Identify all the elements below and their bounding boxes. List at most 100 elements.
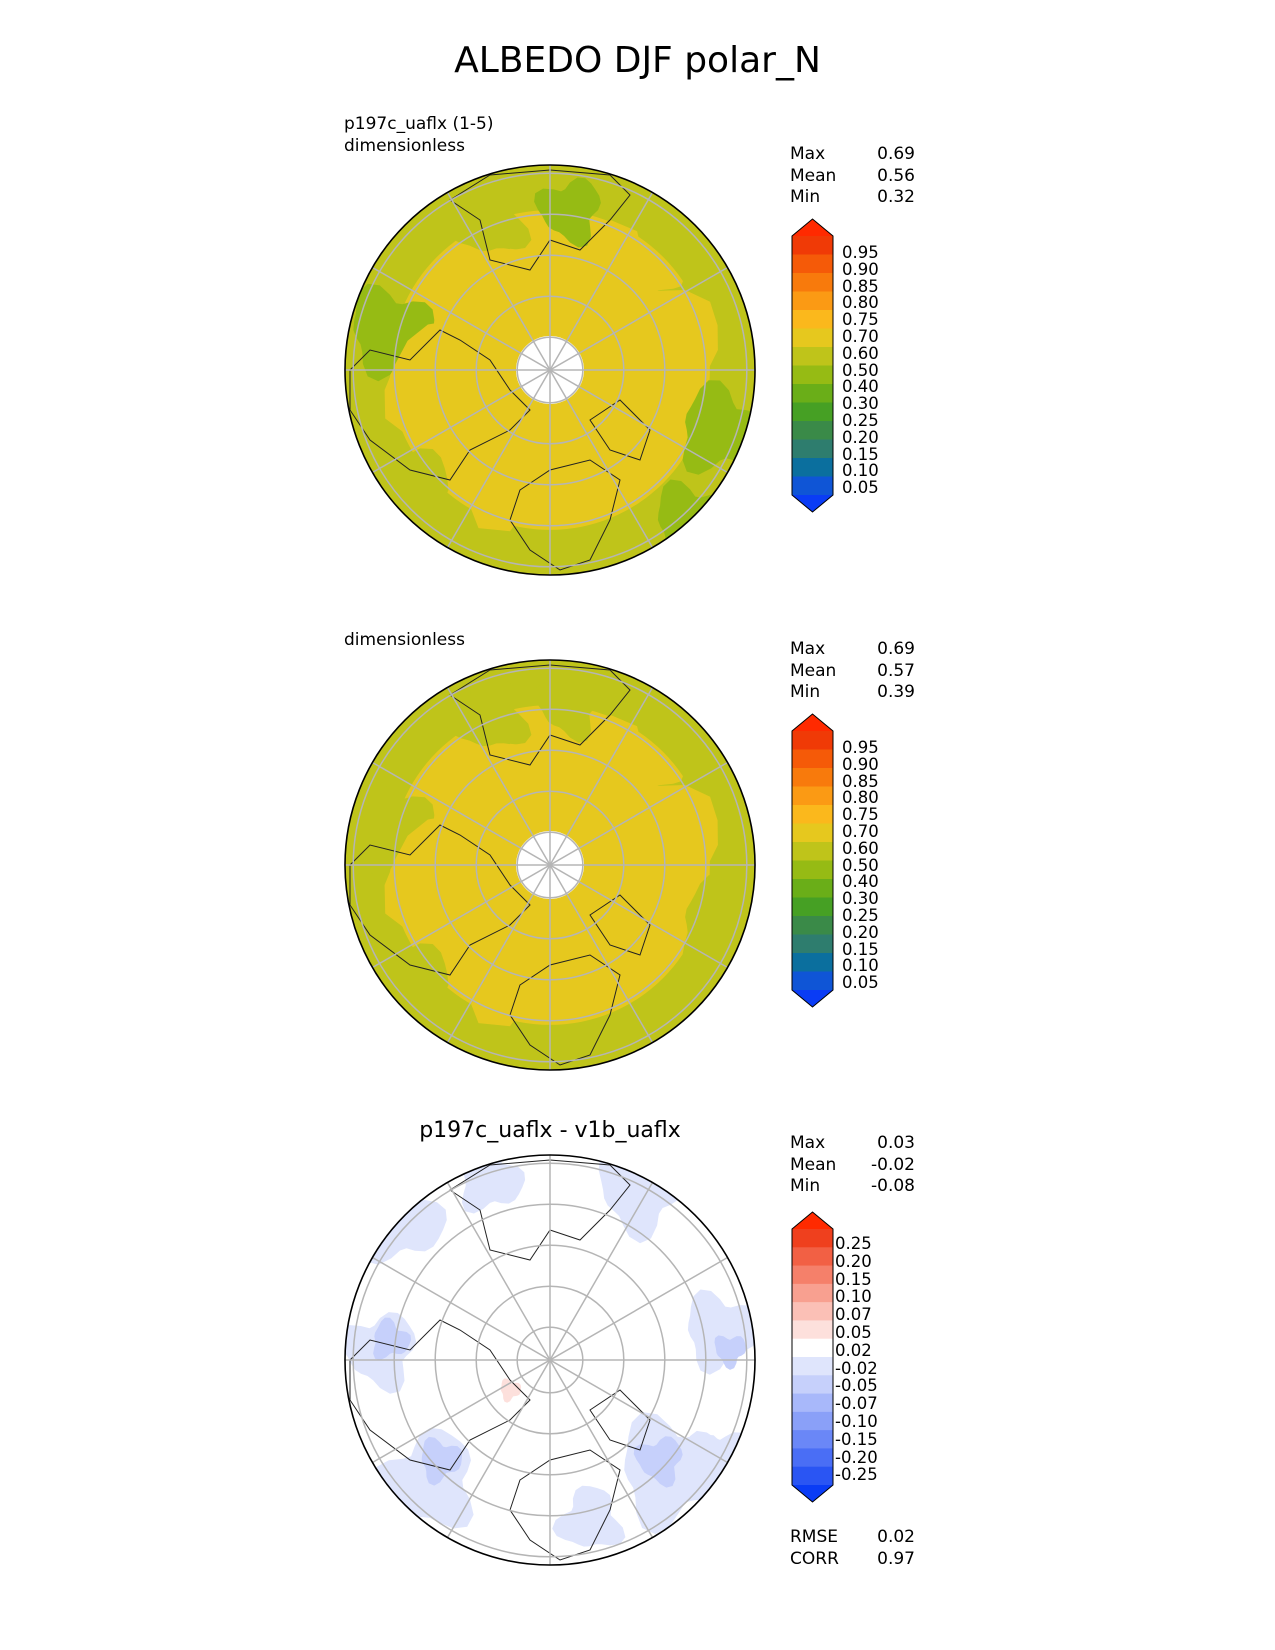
tick-label: 0.60 bbox=[842, 343, 879, 363]
coastline bbox=[349, 1159, 651, 1561]
colorbar-outline bbox=[791, 713, 834, 1008]
tick-label: 0.40 bbox=[842, 377, 879, 397]
panel-3-metrics: RMSE 0.02 CORR 0.97 bbox=[790, 1527, 915, 1570]
map-border bbox=[344, 1154, 756, 1566]
panel-3-title: p197c_uaflx - v1b_uaflx bbox=[419, 1118, 681, 1143]
tick-label: -0.20 bbox=[835, 1447, 878, 1467]
colorbar-swatch bbox=[792, 1229, 833, 1248]
colorbar-swatch bbox=[792, 291, 833, 311]
tick-label: 0.10 bbox=[842, 461, 879, 481]
colorbar-swatch bbox=[792, 310, 833, 329]
tick-label: 0.75 bbox=[842, 310, 879, 330]
tick-label: 0.20 bbox=[842, 427, 879, 447]
tick-label: -0.15 bbox=[835, 1429, 878, 1449]
colorbar-swatch bbox=[792, 934, 833, 954]
colorbar-extend-max bbox=[792, 1212, 833, 1229]
colorbar-swatch bbox=[792, 1265, 833, 1285]
colorbar-swatch bbox=[792, 1283, 833, 1303]
coastline bbox=[349, 664, 651, 1066]
colorbar-swatch bbox=[792, 365, 833, 385]
colorbar-swatch bbox=[792, 384, 833, 403]
tick-label: 0.20 bbox=[835, 1251, 872, 1271]
colorbar-swatch bbox=[792, 749, 833, 769]
map-region bbox=[534, 672, 601, 743]
colorbar-swatch bbox=[792, 1411, 833, 1431]
metric-rmse: RMSE 0.02 bbox=[790, 1527, 915, 1547]
tick-label: 0.70 bbox=[842, 326, 879, 346]
colorbar-swatch bbox=[792, 1393, 833, 1413]
map-region-negative bbox=[373, 1317, 412, 1361]
tick-label: 0.10 bbox=[835, 1287, 872, 1307]
colorbar-outline bbox=[791, 218, 834, 513]
colorbar-extend-min bbox=[792, 1485, 833, 1502]
colorbar-outline bbox=[791, 1211, 834, 1503]
map-region bbox=[503, 714, 718, 964]
metric-corr: CORR 0.97 bbox=[790, 1548, 915, 1569]
tick-label: 0.15 bbox=[842, 444, 879, 464]
longitude-gridline bbox=[446, 192, 654, 548]
colorbar-swatch bbox=[792, 1357, 833, 1376]
panel-2-label-units: dimensionless bbox=[344, 630, 465, 650]
map-region bbox=[534, 177, 601, 248]
tick-label: 0.95 bbox=[842, 738, 879, 757]
colorbar-swatch bbox=[792, 768, 833, 787]
colorbar-swatch bbox=[792, 347, 833, 366]
colorbar-swatch bbox=[792, 1375, 833, 1395]
stat-mean: Mean 0.57 bbox=[790, 660, 915, 681]
map-region bbox=[353, 283, 435, 382]
tick-label: 0.85 bbox=[842, 276, 879, 296]
map-region-negative bbox=[552, 1485, 626, 1547]
tick-label: 0.40 bbox=[842, 872, 879, 892]
colorbar-swatch bbox=[792, 879, 833, 898]
colorbar-swatch bbox=[792, 1302, 833, 1321]
polar-map-3 bbox=[345, 1155, 755, 1565]
panel-1-stats: Max 0.69 Mean 0.56 Min 0.32 bbox=[790, 144, 915, 209]
map-region-negative bbox=[714, 1335, 747, 1370]
colorbar-swatch bbox=[792, 897, 833, 917]
panel-1-colorbar-ticks: 0.95 0.90 0.85 0.80 0.75 0.70 0.60 0.50 … bbox=[842, 243, 879, 498]
longitude-gridline bbox=[446, 1182, 654, 1538]
tick-label: 0.95 bbox=[842, 243, 879, 262]
tick-label: 0.75 bbox=[842, 805, 879, 825]
tick-label: 0.20 bbox=[842, 922, 879, 942]
colorbar-swatch bbox=[792, 402, 833, 422]
panel-3-stats: Max 0.03 Mean -0.02 Min -0.08 bbox=[790, 1133, 915, 1198]
tick-label: -0.02 bbox=[835, 1358, 878, 1378]
map-region bbox=[445, 180, 532, 252]
colorbar-extend-min bbox=[792, 990, 833, 1007]
colorbar-swatch bbox=[792, 823, 833, 843]
tick-label: 0.85 bbox=[842, 771, 879, 791]
colorbar-swatch bbox=[792, 916, 833, 935]
colorbar-swatch bbox=[792, 786, 833, 806]
colorbar-swatch bbox=[792, 953, 833, 972]
stat-mean: Mean -0.02 bbox=[790, 1154, 915, 1175]
tick-label: -0.07 bbox=[835, 1394, 878, 1414]
map-border bbox=[344, 164, 756, 576]
colorbar-swatch bbox=[792, 1247, 833, 1267]
stat-min: Min 0.39 bbox=[790, 682, 915, 702]
colorbar-swatch bbox=[792, 1338, 833, 1358]
tick-label: 0.07 bbox=[835, 1305, 872, 1325]
tick-label: 0.25 bbox=[842, 905, 879, 925]
colorbar-swatch bbox=[792, 1448, 833, 1468]
tick-label: 0.30 bbox=[842, 889, 879, 909]
map-region bbox=[503, 219, 718, 469]
coastline bbox=[349, 169, 651, 571]
colorbar-swatch bbox=[792, 860, 833, 880]
colorbar-1 bbox=[791, 218, 834, 513]
tick-label: 0.50 bbox=[842, 360, 879, 380]
stat-min: Min -0.08 bbox=[790, 1176, 915, 1196]
colorbar-3 bbox=[791, 1211, 834, 1503]
polar-map-1 bbox=[345, 165, 755, 575]
colorbar-swatch bbox=[792, 1466, 833, 1486]
tick-label: 0.80 bbox=[842, 788, 879, 808]
colorbar-swatch bbox=[792, 842, 833, 861]
tick-label: 0.25 bbox=[842, 410, 879, 430]
panel-2-stats: Max 0.69 Mean 0.57 Min 0.39 bbox=[790, 639, 915, 704]
tick-label: 0.90 bbox=[842, 754, 879, 774]
stat-max: Max 0.03 bbox=[790, 1133, 915, 1153]
colorbar-swatch bbox=[792, 1430, 833, 1449]
panel-1-label-units: dimensionless bbox=[344, 136, 465, 156]
tick-label: 0.05 bbox=[842, 478, 879, 498]
